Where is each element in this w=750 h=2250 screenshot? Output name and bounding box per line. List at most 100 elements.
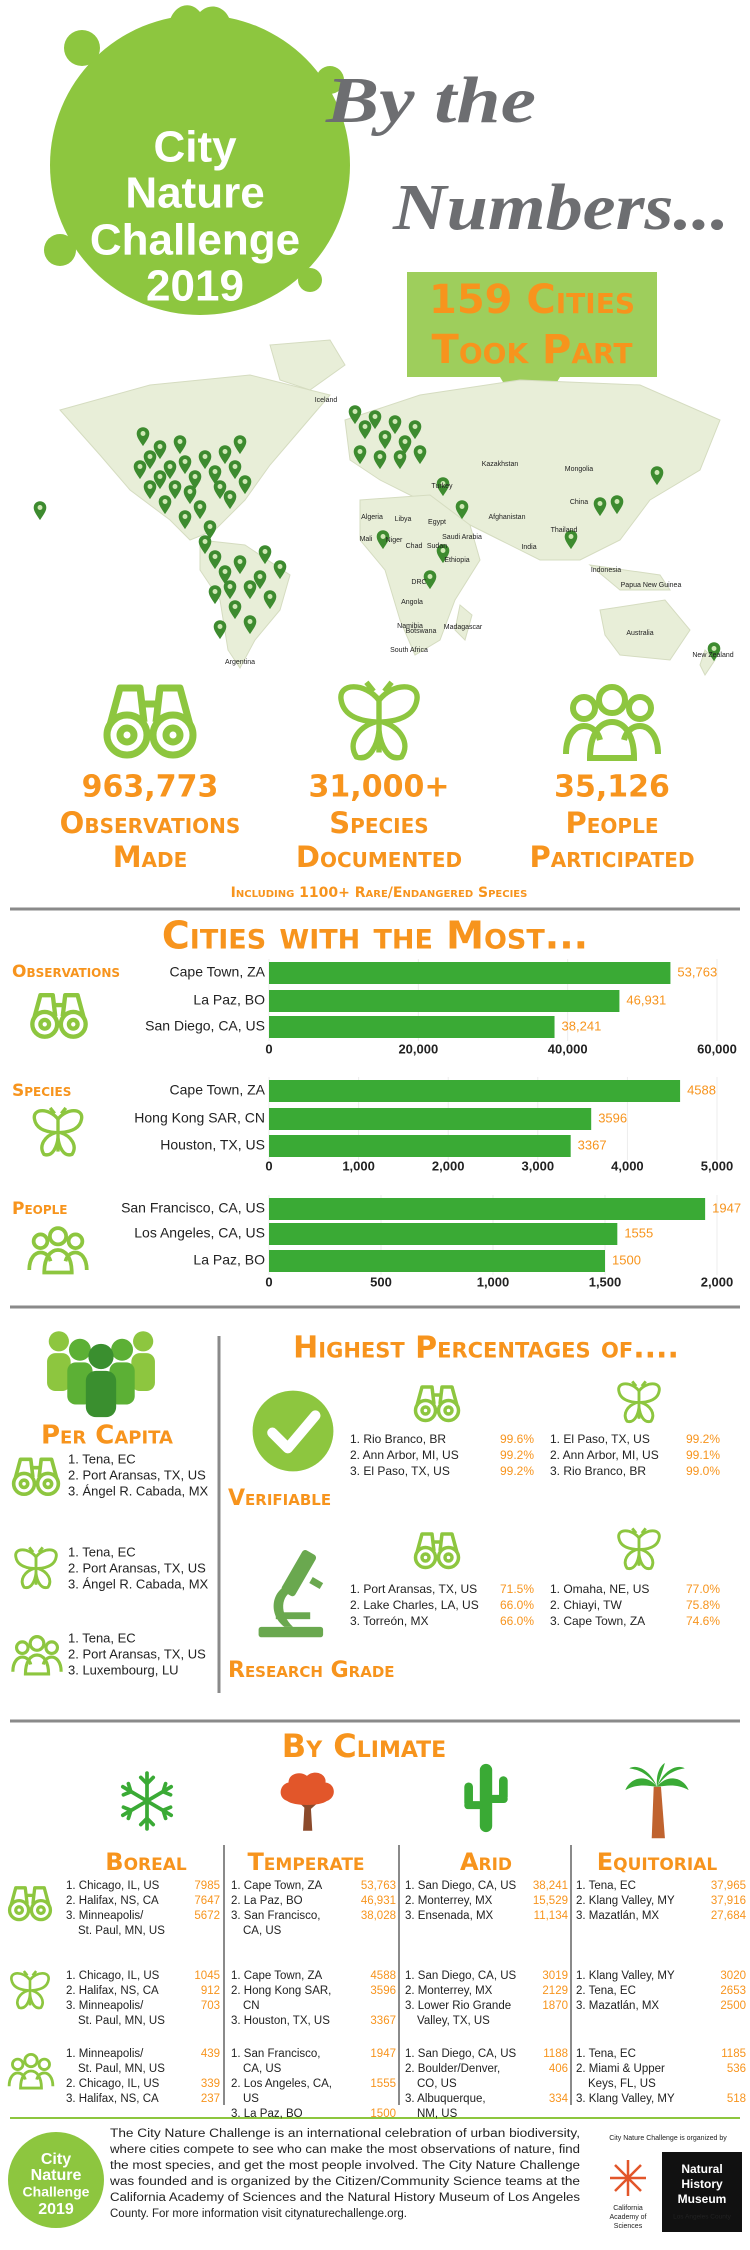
climate-city: 3. Minneapolis/: [66, 2000, 144, 2012]
binoculars-icon: [11, 1457, 61, 1497]
zone-name: Arid: [460, 1848, 512, 1876]
map-label: Argentina: [225, 659, 255, 666]
bar: [269, 1016, 555, 1038]
per-capita-item: 1. Tena, EC: [68, 1630, 136, 1645]
climate-value: 2653: [720, 1985, 746, 1997]
bar: [269, 1108, 592, 1130]
value-label: 53,763: [677, 964, 717, 979]
climate-city: 1. Tena, EC: [576, 1880, 636, 1892]
category-label: San Diego, CA, US: [145, 1018, 265, 1034]
x-tick-label: 1,500: [589, 1274, 622, 1289]
academy-logo: [610, 2160, 646, 2196]
crowd-icon: [47, 1331, 155, 1418]
ranking-pct: 99.2%: [686, 1432, 720, 1446]
climate-value: 1500: [370, 2108, 396, 2120]
zone-name: Temperate: [247, 1848, 364, 1876]
footer-logo-text: 2019: [38, 2201, 74, 2218]
binoculars-icon: [32, 995, 85, 1037]
butterfly-icon: [617, 1380, 661, 1424]
map-label: Namibia: [397, 623, 423, 630]
category-label: La Paz, BO: [193, 1252, 265, 1268]
footer-logo-text: Challenge: [23, 2184, 90, 2200]
climate-city: 2. Monterrey, MX: [405, 1985, 493, 1997]
headline: By the: [325, 64, 536, 137]
climate-value: 46,931: [361, 1895, 396, 1907]
category-label: Cape Town, ZA: [170, 1082, 266, 1098]
map-label: Ethiopia: [444, 557, 469, 564]
climate-value: 3020: [720, 1970, 746, 1982]
map-label: Iceland: [315, 397, 338, 404]
climate-city: 3. La Paz, BO: [231, 2108, 303, 2120]
map-label: Madagascar: [444, 624, 483, 631]
museum-name: Museum: [678, 2192, 727, 2206]
per-capita-item: 1. Tena, EC: [68, 1544, 136, 1559]
climate-value: 1870: [542, 2000, 568, 2012]
climate-value: 5672: [194, 1910, 220, 1922]
climate-value: 1947: [370, 2048, 396, 2060]
stat-label: Documented: [296, 840, 462, 874]
ranking-pct: 75.8%: [686, 1598, 720, 1612]
binoculars-icon: [107, 688, 193, 755]
category-label: San Francisco, CA, US: [121, 1200, 265, 1216]
climate-city: 3. Klang Valley, MY: [576, 2093, 675, 2105]
per-capita-item: 2. Port Aransas, TX, US: [68, 1646, 206, 1661]
climate-city: St. Paul, MN, US: [78, 2015, 165, 2027]
x-tick-label: 0: [265, 1158, 272, 1173]
ranking-item: 3. El Paso, TX, US: [350, 1464, 450, 1478]
climate-city: CA, US: [243, 2063, 282, 2075]
map-label: Thailand: [551, 527, 578, 534]
climate-value: 439: [201, 2048, 220, 2060]
tree-icon: [280, 1772, 334, 1831]
climate-city: CN: [243, 2000, 260, 2012]
value-label: 1500: [612, 1252, 641, 1267]
climate-city: 1. Chicago, IL, US: [66, 1880, 160, 1892]
climate-value: 334: [549, 2093, 569, 2105]
x-tick-label: 2,000: [701, 1274, 734, 1289]
binoculars-icon: [413, 1385, 461, 1423]
ranking-item: 1. Port Aransas, TX, US: [350, 1582, 477, 1596]
climate-city: 1. San Francisco,: [231, 2048, 320, 2060]
logo-title: Nature: [125, 169, 264, 218]
climate-value: 1188: [543, 2048, 568, 2060]
climate-city: 2. Miami & Upper: [576, 2063, 665, 2075]
ranking-pct: 74.6%: [686, 1614, 720, 1628]
footer-text: where cities compete to see who can make…: [109, 2144, 580, 2156]
climate-value: 27,684: [711, 1910, 747, 1922]
climate-value: 7647: [194, 1895, 220, 1907]
people-icon: [7, 2052, 55, 2090]
logo-title: 2019: [146, 262, 244, 311]
footer-text: California Academy of Sciences and the N…: [110, 2192, 580, 2204]
climate-value: 518: [727, 2093, 746, 2105]
climate-city: 3. Lower Rio Grande: [405, 2000, 511, 2012]
climate-city: 2. Klang Valley, MY: [576, 1895, 675, 1907]
map-label: Kazakhstan: [482, 461, 519, 468]
stat-label: Participated: [529, 840, 694, 874]
category-label: Los Angeles, CA, US: [134, 1225, 265, 1241]
category-label: Hong Kong SAR, CN: [134, 1110, 265, 1126]
climate-value: 1045: [194, 1970, 220, 1982]
map-label: Egypt: [428, 519, 446, 526]
category-label: Houston, TX, US: [160, 1137, 265, 1153]
per-capita-item: 3. Luxembourg, LU: [68, 1662, 179, 1677]
climate-city: 3. Ensenada, MX: [405, 1910, 494, 1922]
climate-value: 37,965: [711, 1880, 746, 1892]
footer-logo: [8, 2132, 104, 2228]
climate-city: 1. Cape Town, ZA: [231, 1880, 323, 1892]
climate-city: Valley, TX, US: [417, 2015, 490, 2027]
ranking-pct: 66.0%: [500, 1598, 534, 1612]
butterfly-icon: [14, 1546, 58, 1590]
climate-city: CO, US: [417, 2078, 457, 2090]
climate-city: 2. Chicago, IL, US: [66, 2078, 160, 2090]
ranking-item: 2. Lake Charles, LA, US: [350, 1598, 479, 1612]
footer-note: City Nature Challenge is organized by: [609, 2135, 727, 2142]
cactus-icon: [464, 1763, 508, 1833]
climate-value: 339: [201, 2078, 220, 2090]
butterfly-icon: [341, 682, 417, 757]
section-title: Cities with the Most...: [162, 914, 588, 958]
climate-city: US: [243, 2093, 259, 2105]
map-label: Algeria: [361, 514, 383, 521]
climate-city: 1. Chicago, IL, US: [66, 1970, 160, 1982]
climate-value: 536: [727, 2063, 746, 2075]
zone-name: Equitorial: [597, 1848, 718, 1876]
ranking-item: 2. Ann Arbor, MI, US: [350, 1448, 459, 1462]
